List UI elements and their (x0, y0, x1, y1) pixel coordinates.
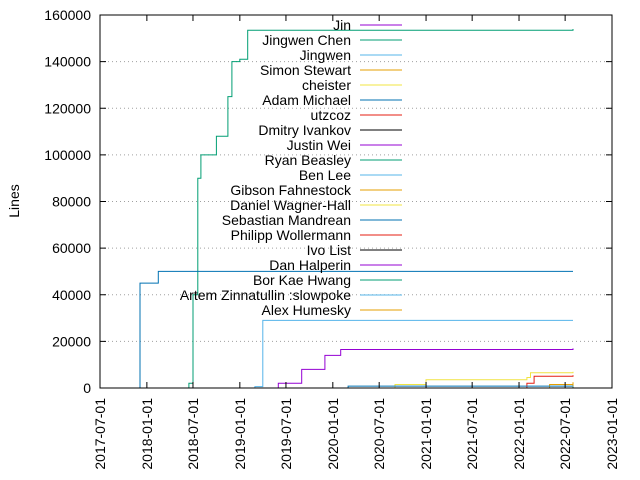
x-tick-label: 2021-01-01 (418, 398, 434, 470)
legend-label: Jin (333, 17, 351, 33)
legend-label: Alex Humesky (262, 302, 351, 318)
legend-label: Ivo List (307, 242, 351, 258)
series-line (181, 29, 574, 389)
legend-label: Bor Kae Hwang (253, 272, 351, 288)
legend-label: Simon Stewart (260, 62, 351, 78)
legend-label: utzcoz (311, 107, 351, 123)
y-tick-label: 60000 (52, 240, 91, 256)
x-tick-label: 2023-01-01 (604, 398, 620, 470)
y-tick-label: 0 (83, 380, 91, 396)
legend-label: Daniel Wagner-Hall (230, 197, 351, 213)
legend-label: Dan Halperin (269, 257, 351, 273)
legend-label: Sebastian Mandrean (222, 212, 351, 228)
x-tick-label: 2018-07-01 (185, 398, 201, 470)
x-tick-label: 2020-01-01 (325, 398, 341, 470)
legend-label: cheister (302, 77, 351, 93)
x-tick-label: 2022-01-01 (511, 398, 527, 470)
legend-label: Gibson Fahnestock (230, 182, 352, 198)
y-tick-label: 20000 (52, 333, 91, 349)
y-axis-label: Lines (6, 184, 22, 217)
legend-label: Ben Lee (299, 167, 351, 183)
axis-ticks: 0 20000 40000 60000 80000 100000 120000 140000 1… (44, 7, 620, 470)
legend-label: Dmitry Ivankov (258, 122, 351, 138)
legend-label: Jingwen Chen (262, 32, 351, 48)
x-tick-label: 2021-07-01 (464, 398, 480, 470)
legend-label: Jingwen (300, 47, 351, 63)
y-tick-label: 120000 (44, 100, 91, 116)
grid (100, 61, 612, 342)
x-tick-label: 2018-01-01 (139, 398, 155, 470)
x-tick-label: 2017-07-01 (92, 398, 108, 470)
legend-label: Justin Wei (287, 137, 351, 153)
x-tick-label: 2019-07-01 (278, 398, 294, 470)
legend-label: Philipp Wollermann (231, 227, 351, 243)
x-tick-label: 2020-07-01 (371, 398, 387, 470)
y-tick-label: 40000 (52, 287, 91, 303)
y-tick-label: 80000 (52, 194, 91, 210)
y-tick-label: 140000 (44, 54, 91, 70)
legend-label: Adam Michael (262, 92, 351, 108)
x-tick-label: 2022-07-01 (557, 398, 573, 470)
y-tick-label: 160000 (44, 7, 91, 23)
series-line (254, 348, 574, 389)
y-tick-label: 100000 (44, 147, 91, 163)
legend-label: Ryan Beasley (265, 152, 351, 168)
legend-label: Artem Zinnatullin :slowpoke (180, 287, 351, 303)
x-tick-label: 2019-01-01 (232, 398, 248, 470)
